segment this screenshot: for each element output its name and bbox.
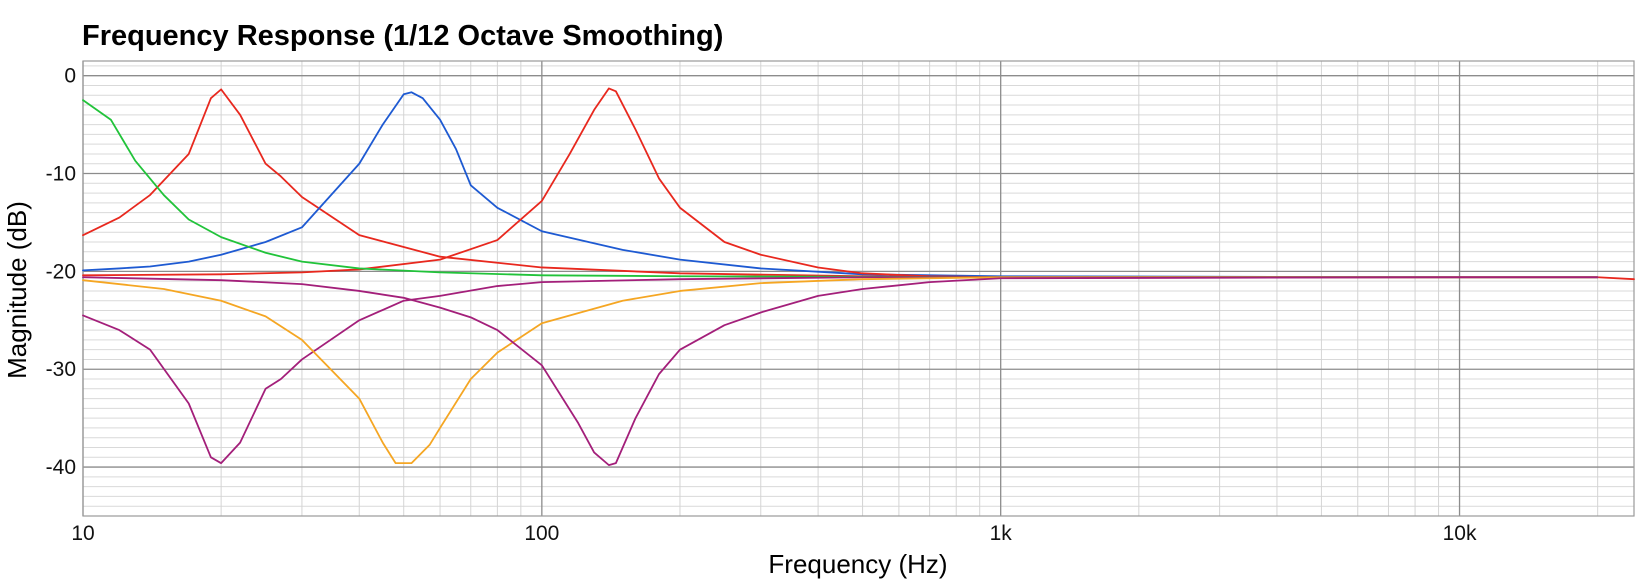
major-grid [82, 61, 1634, 516]
x-tick-labels: 10 100 1k 10k [71, 522, 1477, 545]
chart-title: Frequency Response (1/12 Octave Smoothin… [82, 20, 724, 52]
y-tick-label: -30 [46, 358, 76, 381]
x-axis-title: Frequency (Hz) [768, 549, 947, 579]
x-tick-label: 10 [71, 522, 94, 545]
y-tick-label: -10 [46, 163, 76, 186]
y-tick-label: -20 [46, 260, 76, 283]
y-tick-label: -40 [46, 456, 76, 479]
x-tick-label: 10k [1443, 522, 1477, 545]
series-line-5 [82, 276, 1599, 465]
x-tick-label: 1k [990, 522, 1013, 545]
series-line-7 [82, 276, 1599, 467]
y-tick-labels: 0 -10 -20 -30 -40 [46, 65, 76, 479]
y-tick-label: 0 [64, 65, 76, 88]
series-line-6 [82, 276, 1599, 465]
plot-frame [82, 60, 1635, 517]
x-tick-label: 100 [524, 522, 559, 545]
y-axis-title: Magnitude (dB) [2, 201, 32, 379]
series-layer [82, 87, 1635, 467]
series-line-2 [82, 91, 1599, 279]
series-line-4 [82, 99, 1599, 279]
minor-grid [83, 61, 1634, 517]
